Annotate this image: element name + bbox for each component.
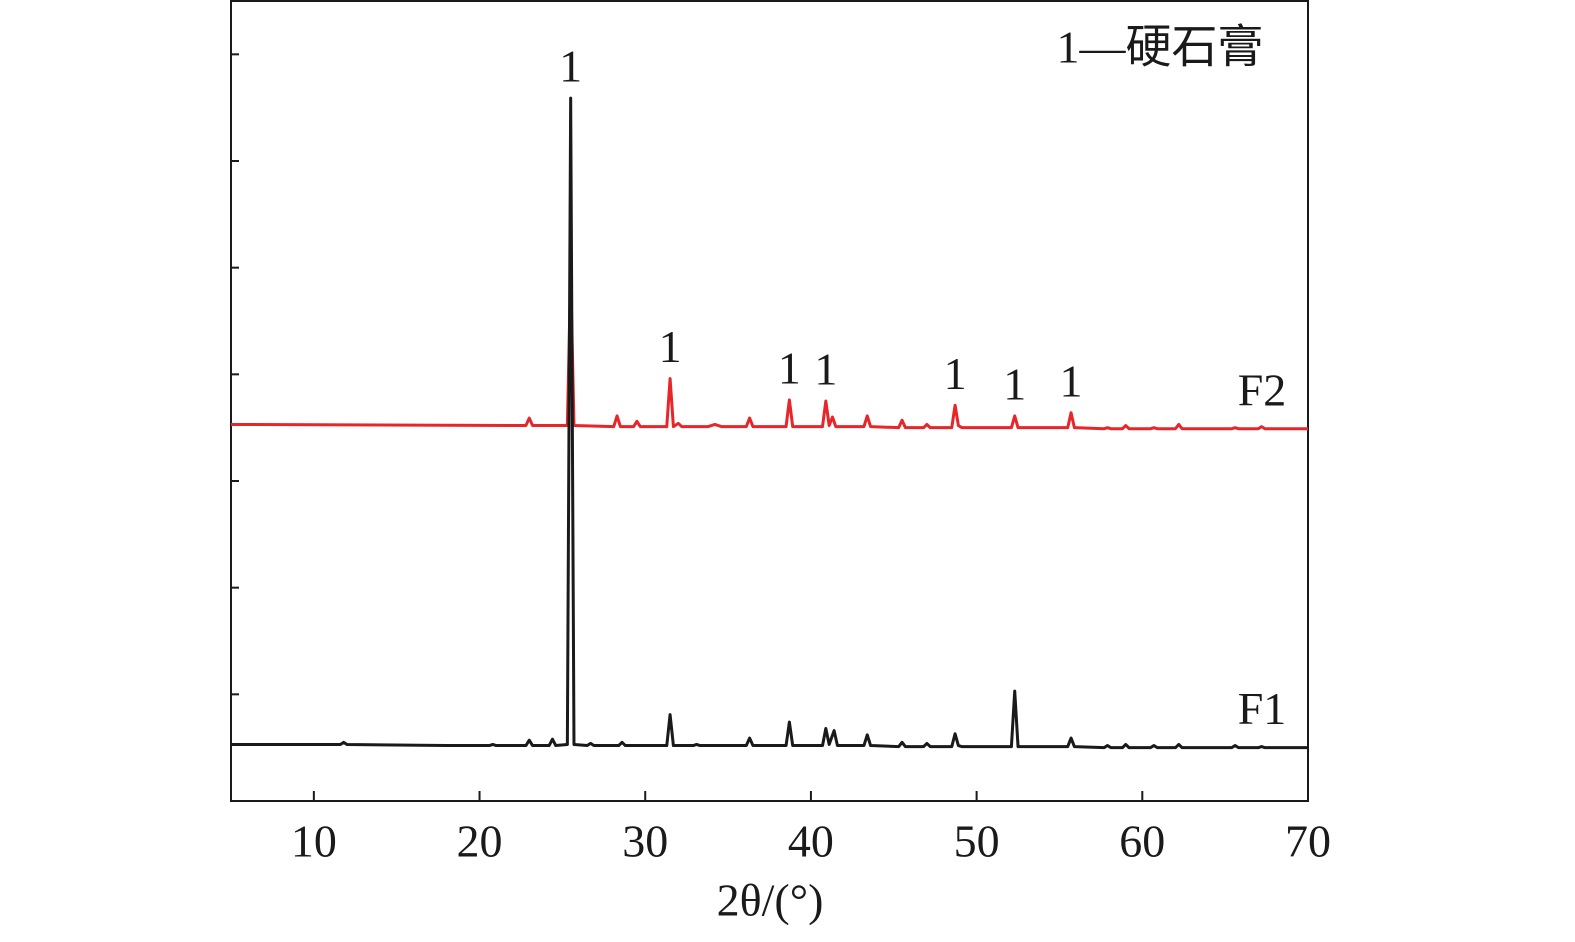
series-line — [230, 271, 1308, 431]
x-tick-label: 10 — [291, 816, 337, 867]
series-label: F1 — [1238, 683, 1287, 734]
plot-frame — [230, 0, 1309, 802]
peak-label: 1 — [1003, 358, 1026, 409]
x-tick-label: 20 — [457, 816, 503, 867]
x-tick-label: 30 — [622, 816, 668, 867]
legend-note: 1—硬石膏 — [1057, 22, 1264, 73]
series-label: F2 — [1238, 364, 1287, 415]
x-tick-label: 60 — [1119, 816, 1165, 867]
peak-label: 1 — [944, 348, 967, 399]
x-axis-title: 2θ/(°) — [717, 875, 824, 926]
x-tick-label: 70 — [1285, 816, 1331, 867]
peak-label: 1 — [778, 342, 801, 393]
peak-label: 1 — [814, 344, 837, 395]
x-tick-label: 40 — [788, 816, 834, 867]
x-tick-label: 50 — [954, 816, 1000, 867]
peak-label: 1 — [1060, 355, 1083, 406]
peak-label: 1 — [559, 41, 582, 92]
series-line — [231, 96, 1308, 750]
peak-label: 1 — [659, 321, 682, 372]
